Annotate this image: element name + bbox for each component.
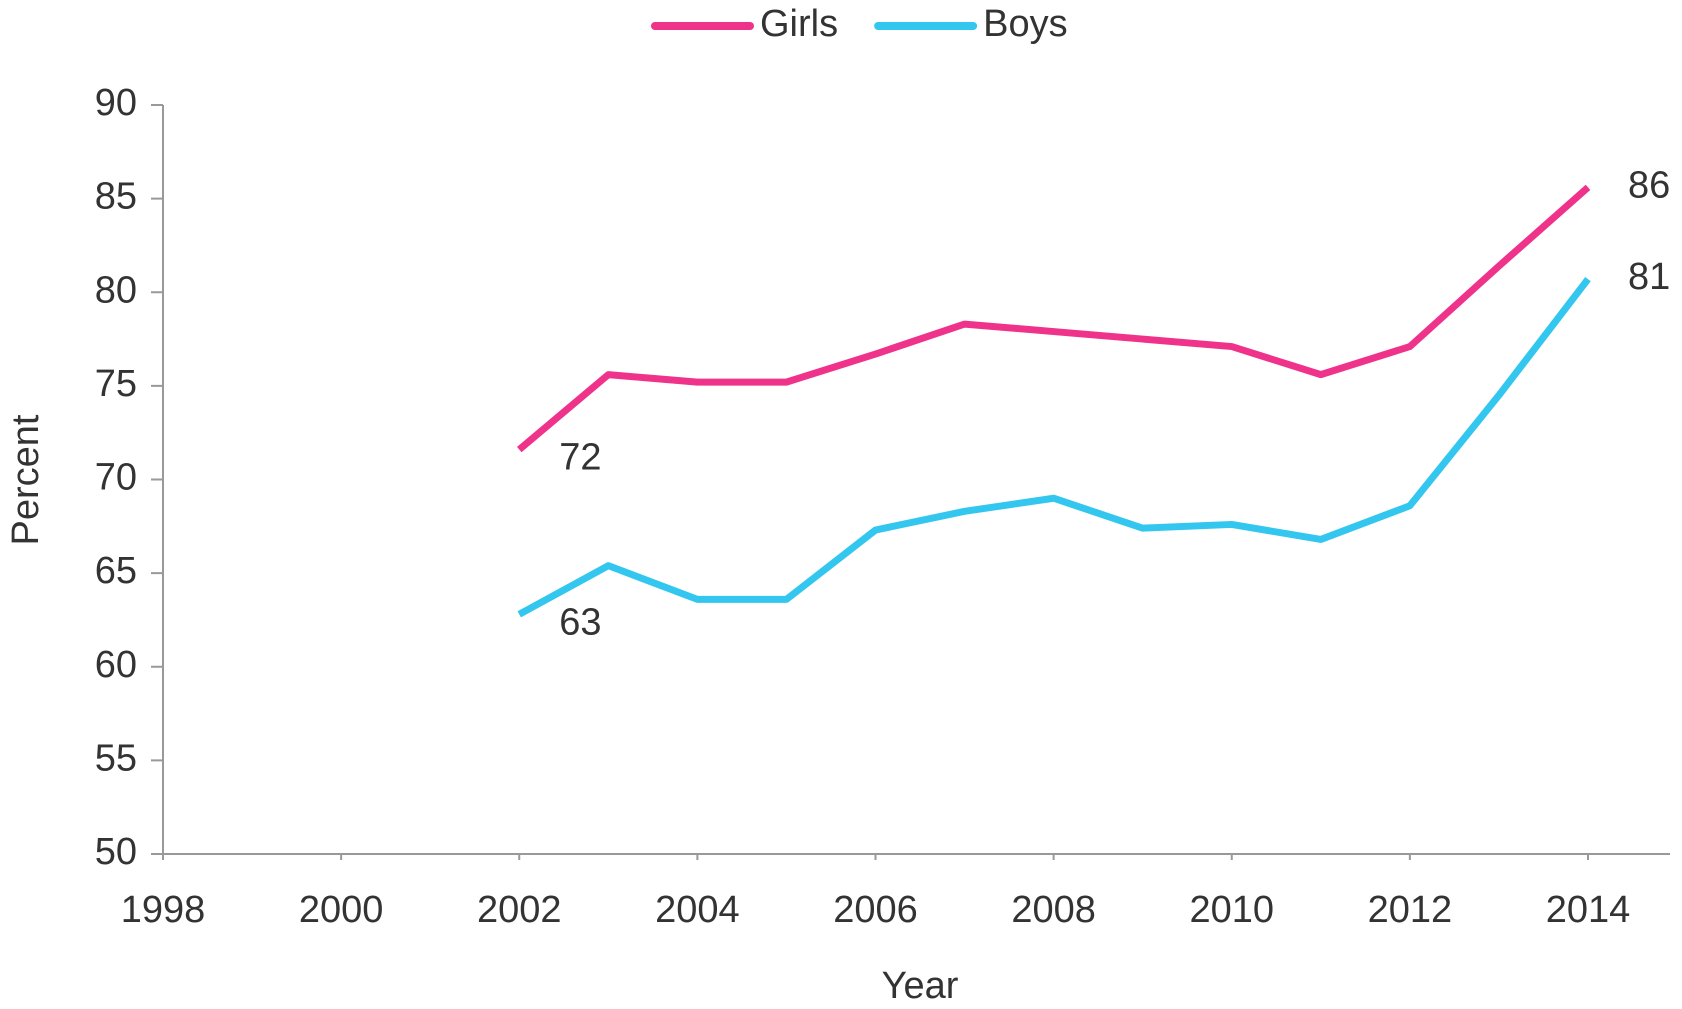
data-label: 81 xyxy=(1628,256,1670,298)
data-label: 72 xyxy=(559,437,601,479)
line-series xyxy=(517,277,1591,618)
line-series xyxy=(516,184,1591,453)
x-tick-label: 2004 xyxy=(655,889,740,931)
x-tick-label: 2006 xyxy=(833,889,918,931)
y-tick-label: 50 xyxy=(95,831,137,873)
y-tick-label: 60 xyxy=(95,644,137,686)
data-label: 86 xyxy=(1628,164,1670,206)
y-tick-label: 70 xyxy=(95,457,137,499)
y-axis-label: Percent xyxy=(5,414,47,545)
x-tick-label: 2008 xyxy=(1011,889,1096,931)
legend-label: Girls xyxy=(760,3,838,45)
y-tick-label: 75 xyxy=(95,363,137,405)
x-tick-label: 2012 xyxy=(1368,889,1453,931)
x-tick-label: 2000 xyxy=(299,889,384,931)
y-tick-label: 55 xyxy=(95,737,137,779)
x-tick-label: 2014 xyxy=(1546,889,1631,931)
data-label: 63 xyxy=(559,601,601,643)
y-tick-label: 90 xyxy=(95,82,137,124)
x-tick-label: 2010 xyxy=(1189,889,1274,931)
legend-label: Boys xyxy=(983,3,1067,45)
y-tick-label: 80 xyxy=(95,269,137,311)
y-tick-label: 65 xyxy=(95,550,137,592)
x-axis-label: Year xyxy=(882,965,959,1007)
x-tick-label: 1998 xyxy=(121,889,206,931)
x-tick-label: 2002 xyxy=(477,889,562,931)
y-tick-label: 85 xyxy=(95,176,137,218)
